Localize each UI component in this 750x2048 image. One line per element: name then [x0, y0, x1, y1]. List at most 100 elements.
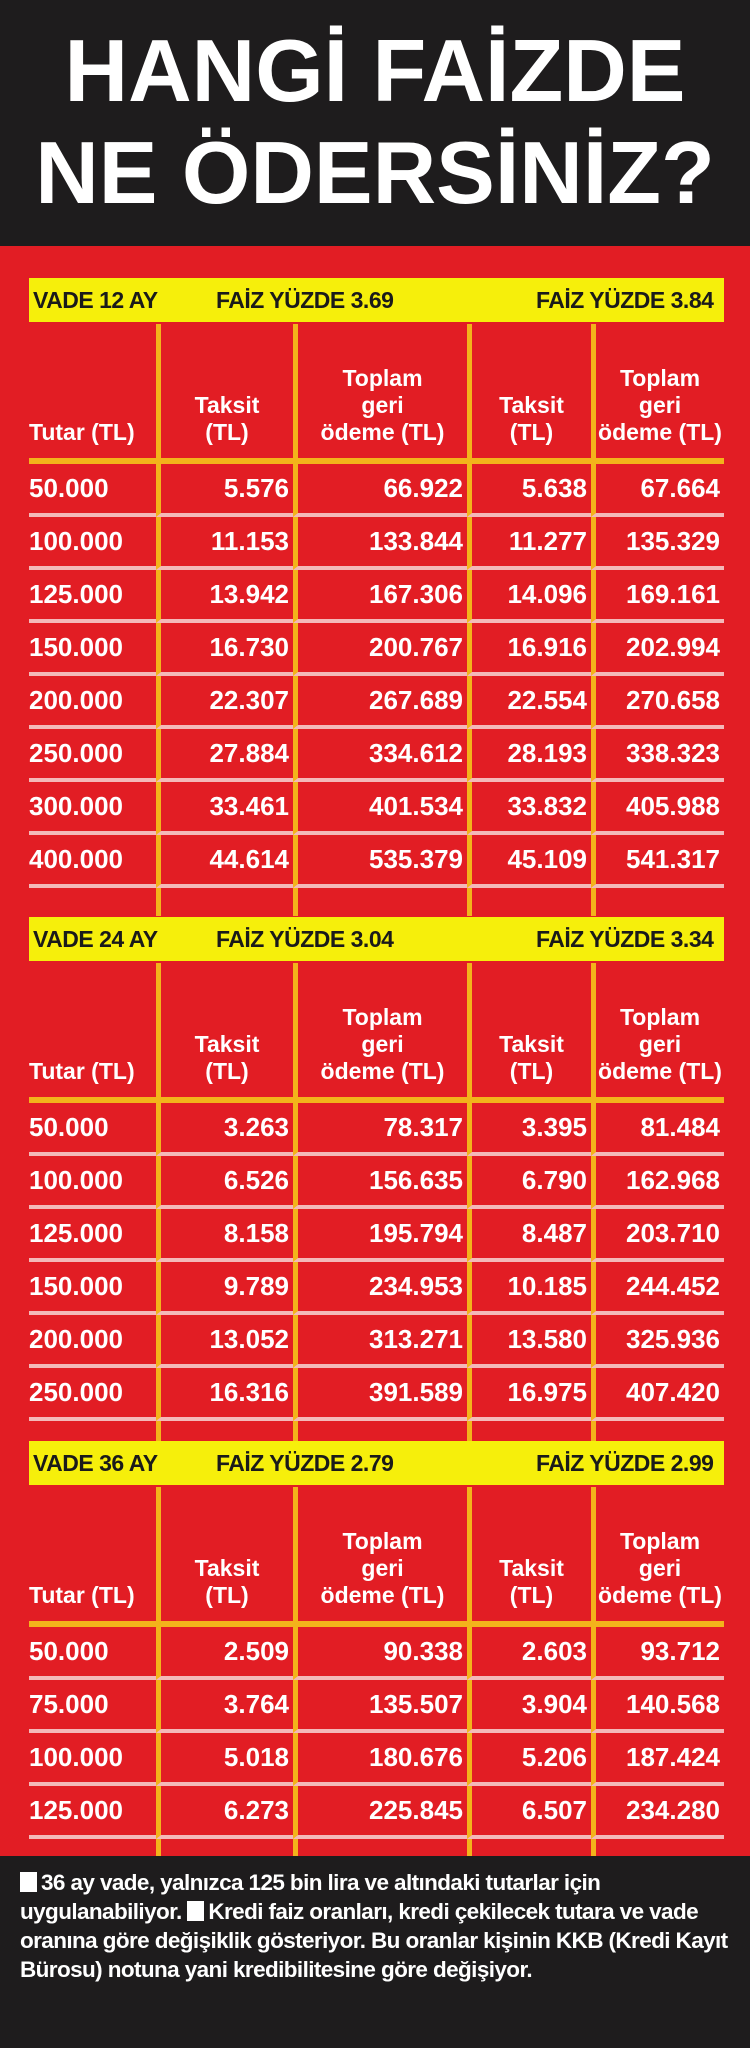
spacer-cell	[156, 888, 293, 916]
cell-total: 133.844	[293, 517, 467, 570]
spacer-cell	[293, 1421, 467, 1441]
cell-installment: 27.884	[156, 729, 293, 782]
header-text: Tutar (TL)	[29, 1582, 135, 1608]
headline-line-1: HANGİ FAİZDE	[64, 21, 686, 120]
header-total-repayment: Toplam geri ödeme (TL)	[293, 324, 467, 464]
cell-total: 405.988	[591, 782, 724, 835]
cell-installment: 5.206	[467, 1733, 591, 1786]
header-text: Toplam	[619, 1004, 701, 1030]
footnote-1: 36 ay vade, yalnızca 125 bin lira ve alt…	[20, 1870, 601, 1924]
cell-total: 234.953	[293, 1262, 467, 1315]
cell-total: 407.420	[591, 1368, 724, 1421]
cell-installment: 16.975	[467, 1368, 591, 1421]
term-label: VADE 36 AY	[33, 1449, 158, 1476]
cell-installment: 2.509	[156, 1627, 293, 1680]
cell-amount: 300.000	[29, 782, 156, 835]
cell-installment: 8.158	[156, 1209, 293, 1262]
cell-installment: 28.193	[467, 729, 591, 782]
cell-installment: 33.832	[467, 782, 591, 835]
cell-installment: 16.730	[156, 623, 293, 676]
table-row: 125.000 6.273 225.845 6.507 234.280	[29, 1786, 724, 1839]
cell-total: 541.317	[591, 835, 724, 888]
cell-total: 244.452	[591, 1262, 724, 1315]
cell-installment: 11.153	[156, 517, 293, 570]
cell-total: 187.424	[591, 1733, 724, 1786]
cell-amount: 100.000	[29, 517, 156, 570]
cell-total: 90.338	[293, 1627, 467, 1680]
cell-installment: 5.576	[156, 464, 293, 517]
rate-table-section: VADE 12 AY FAİZ YÜZDE 3.69 FAİZ YÜZDE 3.84…	[29, 278, 724, 916]
header-text: (TL)	[509, 1058, 554, 1084]
bullet-square-icon	[187, 1901, 205, 1921]
table-row: 250.000 27.884 334.612 28.193 338.323	[29, 729, 724, 782]
cell-total: 203.710	[591, 1209, 724, 1262]
section-band: VADE 24 AY FAİZ YÜZDE 3.04 FAİZ YÜZDE 3.34	[29, 917, 724, 961]
cell-total: 67.664	[591, 464, 724, 517]
header-installment: Taksit (TL)	[467, 324, 591, 464]
header-total-repayment: Toplam geri ödeme (TL)	[591, 963, 724, 1103]
header-text: ödeme (TL)	[320, 419, 445, 445]
cell-installment: 2.603	[467, 1627, 591, 1680]
cell-amount: 200.000	[29, 676, 156, 729]
spacer-cell	[156, 1839, 293, 1856]
header-text: (TL)	[509, 419, 554, 445]
cell-amount: 250.000	[29, 729, 156, 782]
table-row: 200.000 22.307 267.689 22.554 270.658	[29, 676, 724, 729]
spacer-cell	[293, 1839, 467, 1856]
spacer-cell	[29, 1839, 156, 1856]
cell-total: 535.379	[293, 835, 467, 888]
cell-total: 66.922	[293, 464, 467, 517]
header-text: Taksit	[499, 1031, 564, 1057]
footnote: 36 ay vade, yalnızca 125 bin lira ve alt…	[0, 1856, 750, 2048]
header-text: geri	[638, 1555, 682, 1581]
spacer-cell	[467, 1421, 591, 1441]
term-label: VADE 12 AY	[33, 286, 158, 313]
rate-label-2: FAİZ YÜZDE 3.84	[536, 286, 714, 313]
cell-amount: 125.000	[29, 1209, 156, 1262]
table-row: 100.000 11.153 133.844 11.277 135.329	[29, 517, 724, 570]
rate-label-2: FAİZ YÜZDE 2.99	[536, 1449, 714, 1476]
cell-installment: 6.507	[467, 1786, 591, 1839]
cell-amount: 125.000	[29, 1786, 156, 1839]
cell-total: 169.161	[591, 570, 724, 623]
header-installment: Taksit (TL)	[156, 963, 293, 1103]
table-header: Tutar (TL) Taksit (TL) Toplam geri ödeme (TL)…	[29, 324, 724, 464]
table-row: 75.000 3.764 135.507 3.904 140.568	[29, 1680, 724, 1733]
header-text: Taksit	[194, 1031, 260, 1057]
cell-amount: 150.000	[29, 623, 156, 676]
table-row: 150.000 16.730 200.767 16.916 202.994	[29, 623, 724, 676]
table-spacer	[29, 1421, 724, 1441]
header-total-repayment: Toplam geri ödeme (TL)	[591, 1487, 724, 1627]
rate-table-section: VADE 36 AY FAİZ YÜZDE 2.79 FAİZ YÜZDE 2.99…	[29, 1441, 724, 1856]
cell-installment: 6.790	[467, 1156, 591, 1209]
spacer-cell	[29, 1421, 156, 1441]
header-total-repayment: Toplam geri ödeme (TL)	[591, 324, 724, 464]
header-text: geri	[361, 1555, 404, 1581]
cell-total: 180.676	[293, 1733, 467, 1786]
cell-amount: 100.000	[29, 1733, 156, 1786]
header-text: (TL)	[509, 1582, 554, 1608]
cell-installment: 13.942	[156, 570, 293, 623]
cell-amount: 100.000	[29, 1156, 156, 1209]
cell-total: 81.484	[591, 1103, 724, 1156]
header-text: ödeme (TL)	[598, 1058, 722, 1084]
cell-total: 78.317	[293, 1103, 467, 1156]
cell-amount: 400.000	[29, 835, 156, 888]
spacer-cell	[29, 888, 156, 916]
header-text: Toplam	[342, 365, 423, 391]
table-spacer	[29, 888, 724, 916]
cell-installment: 22.307	[156, 676, 293, 729]
header-installment: Taksit (TL)	[467, 1487, 591, 1627]
table-row: 150.000 9.789 234.953 10.185 244.452	[29, 1262, 724, 1315]
spacer-cell	[467, 1839, 591, 1856]
header-total-repayment: Toplam geri ödeme (TL)	[293, 1487, 467, 1627]
cell-installment: 3.263	[156, 1103, 293, 1156]
table-header: Tutar (TL) Taksit (TL) Toplam geri ödeme (TL)…	[29, 963, 724, 1103]
table-row: 300.000 33.461 401.534 33.832 405.988	[29, 782, 724, 835]
cell-amount: 50.000	[29, 1627, 156, 1680]
header-amount: Tutar (TL)	[29, 324, 156, 464]
header-installment: Taksit (TL)	[156, 324, 293, 464]
cell-amount: 200.000	[29, 1315, 156, 1368]
cell-total: 135.507	[293, 1680, 467, 1733]
cell-installment: 10.185	[467, 1262, 591, 1315]
